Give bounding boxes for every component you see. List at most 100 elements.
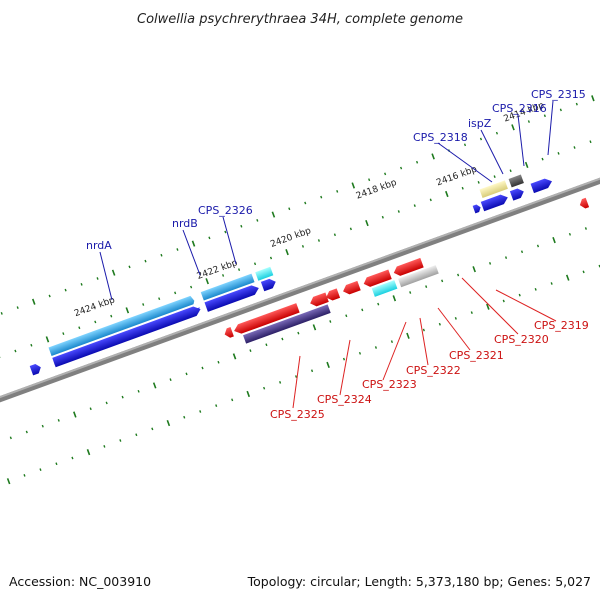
forward-gene-ispZ[interactable] xyxy=(509,187,526,201)
minor-tick xyxy=(342,357,346,361)
major-tick xyxy=(191,240,196,247)
minor-tick xyxy=(288,207,291,211)
minor-tick xyxy=(57,419,60,422)
purple-feature-CPS_2324[interactable] xyxy=(243,304,331,344)
minor-tick xyxy=(541,157,544,161)
hypothetical-feature-CPS_2318[interactable] xyxy=(479,180,508,199)
major-tick xyxy=(406,332,410,339)
minor-tick xyxy=(295,375,298,378)
minor-tick xyxy=(71,456,74,460)
gene-label-CPS_2323: CPS_2323 xyxy=(362,378,417,391)
genome-track: 2414 kbp 2416 kbp 2418 kbp 2420 kbp 2422… xyxy=(0,95,600,485)
reverse-gene-CPS_2320[interactable] xyxy=(362,269,392,289)
minor-tick xyxy=(215,404,218,408)
rna-feature-CPS_2326[interactable] xyxy=(255,266,274,281)
reverse-gene-CPS_2325[interactable] xyxy=(232,303,300,336)
major-tick xyxy=(246,390,251,398)
cds-feature-nrdA[interactable] xyxy=(48,295,195,356)
grey-feature-CPS_2319[interactable] xyxy=(398,265,439,288)
outer-tick-track-upper xyxy=(0,95,595,315)
reverse-gene-CPS_2322[interactable] xyxy=(324,288,341,302)
kbp-label: 2424 kbp xyxy=(73,295,117,319)
minor-tick xyxy=(345,314,348,318)
minor-tick xyxy=(297,331,300,335)
minor-tick xyxy=(183,415,186,419)
minor-tick xyxy=(479,137,483,141)
minor-tick xyxy=(495,131,499,135)
minor-tick xyxy=(559,108,562,112)
forward-gene-small-left[interactable] xyxy=(29,363,43,376)
gene-label-nrdB: nrdB xyxy=(172,217,198,230)
forward-gene-CPS_2326[interactable] xyxy=(260,277,278,292)
reverse-gene-far-right[interactable] xyxy=(578,197,590,210)
reverse-gene-CPS_2325-tip[interactable] xyxy=(223,327,234,339)
minor-tick xyxy=(543,114,546,118)
major-tick xyxy=(486,303,490,310)
minor-tick xyxy=(534,287,537,291)
minor-tick xyxy=(301,244,305,248)
minor-tick xyxy=(573,146,576,149)
forward-gene-nrdB[interactable] xyxy=(204,283,260,312)
minor-tick xyxy=(390,340,393,344)
gene-label-CPS_2325: CPS_2325 xyxy=(270,408,325,421)
major-tick xyxy=(86,449,91,456)
major-tick xyxy=(351,182,356,189)
minor-tick xyxy=(477,181,480,184)
minor-tick xyxy=(62,332,65,335)
minor-tick xyxy=(269,256,273,260)
forward-gene-small-right[interactable] xyxy=(472,203,482,214)
minor-tick xyxy=(110,314,113,318)
minor-tick xyxy=(185,372,188,376)
rna-feature-CPS_2320[interactable] xyxy=(371,280,398,297)
reverse-gene-CPS_2321[interactable] xyxy=(341,280,361,296)
minor-tick xyxy=(520,250,524,254)
minor-tick xyxy=(263,386,266,390)
major-tick xyxy=(431,153,435,160)
minor-tick xyxy=(413,204,416,208)
minor-tick xyxy=(105,401,108,405)
upper-leader-lines xyxy=(99,100,554,301)
major-tick xyxy=(552,237,556,244)
minor-tick xyxy=(94,320,97,324)
dark-feature-CPS_2316[interactable] xyxy=(508,174,524,188)
minor-tick xyxy=(518,293,521,297)
minor-tick xyxy=(329,320,332,323)
major-tick xyxy=(152,382,157,389)
minor-tick xyxy=(103,444,106,448)
major-tick xyxy=(445,190,449,198)
minor-tick xyxy=(281,337,284,341)
minor-tick xyxy=(253,262,257,266)
minor-tick xyxy=(374,346,378,349)
minor-tick xyxy=(488,262,492,265)
major-tick xyxy=(511,124,515,131)
map-title: Colwellia psychrerythraea 34H, complete … xyxy=(137,12,463,27)
minor-tick xyxy=(158,297,161,301)
minor-tick xyxy=(416,160,419,164)
minor-tick xyxy=(368,178,371,182)
minor-tick xyxy=(128,265,131,269)
minor-tick xyxy=(169,378,172,382)
major-tick xyxy=(232,353,237,360)
minor-tick xyxy=(454,317,457,320)
forward-gene-CPS_2318[interactable] xyxy=(480,193,510,212)
minor-tick xyxy=(320,195,323,199)
major-tick xyxy=(111,269,116,276)
minor-tick xyxy=(470,311,473,314)
forward-gene-nrdA[interactable] xyxy=(52,304,202,368)
forward-gene-CPS_2315[interactable] xyxy=(530,177,554,194)
major-tick xyxy=(472,266,476,273)
minor-tick xyxy=(64,288,67,292)
reverse-gene-CPS_2323[interactable] xyxy=(308,292,329,308)
minor-tick xyxy=(461,186,464,190)
minor-tick xyxy=(151,427,154,431)
minor-tick xyxy=(333,233,336,237)
minor-tick xyxy=(14,349,17,353)
reverse-gene-CPS_2319[interactable] xyxy=(392,257,424,278)
minor-tick xyxy=(224,230,227,234)
major-tick xyxy=(271,211,276,218)
genome-backbone xyxy=(0,170,600,410)
cds-feature-nrdB[interactable] xyxy=(200,273,255,301)
minor-tick xyxy=(425,285,428,289)
major-tick xyxy=(392,295,397,302)
inner-tick-track-lower xyxy=(9,227,587,440)
